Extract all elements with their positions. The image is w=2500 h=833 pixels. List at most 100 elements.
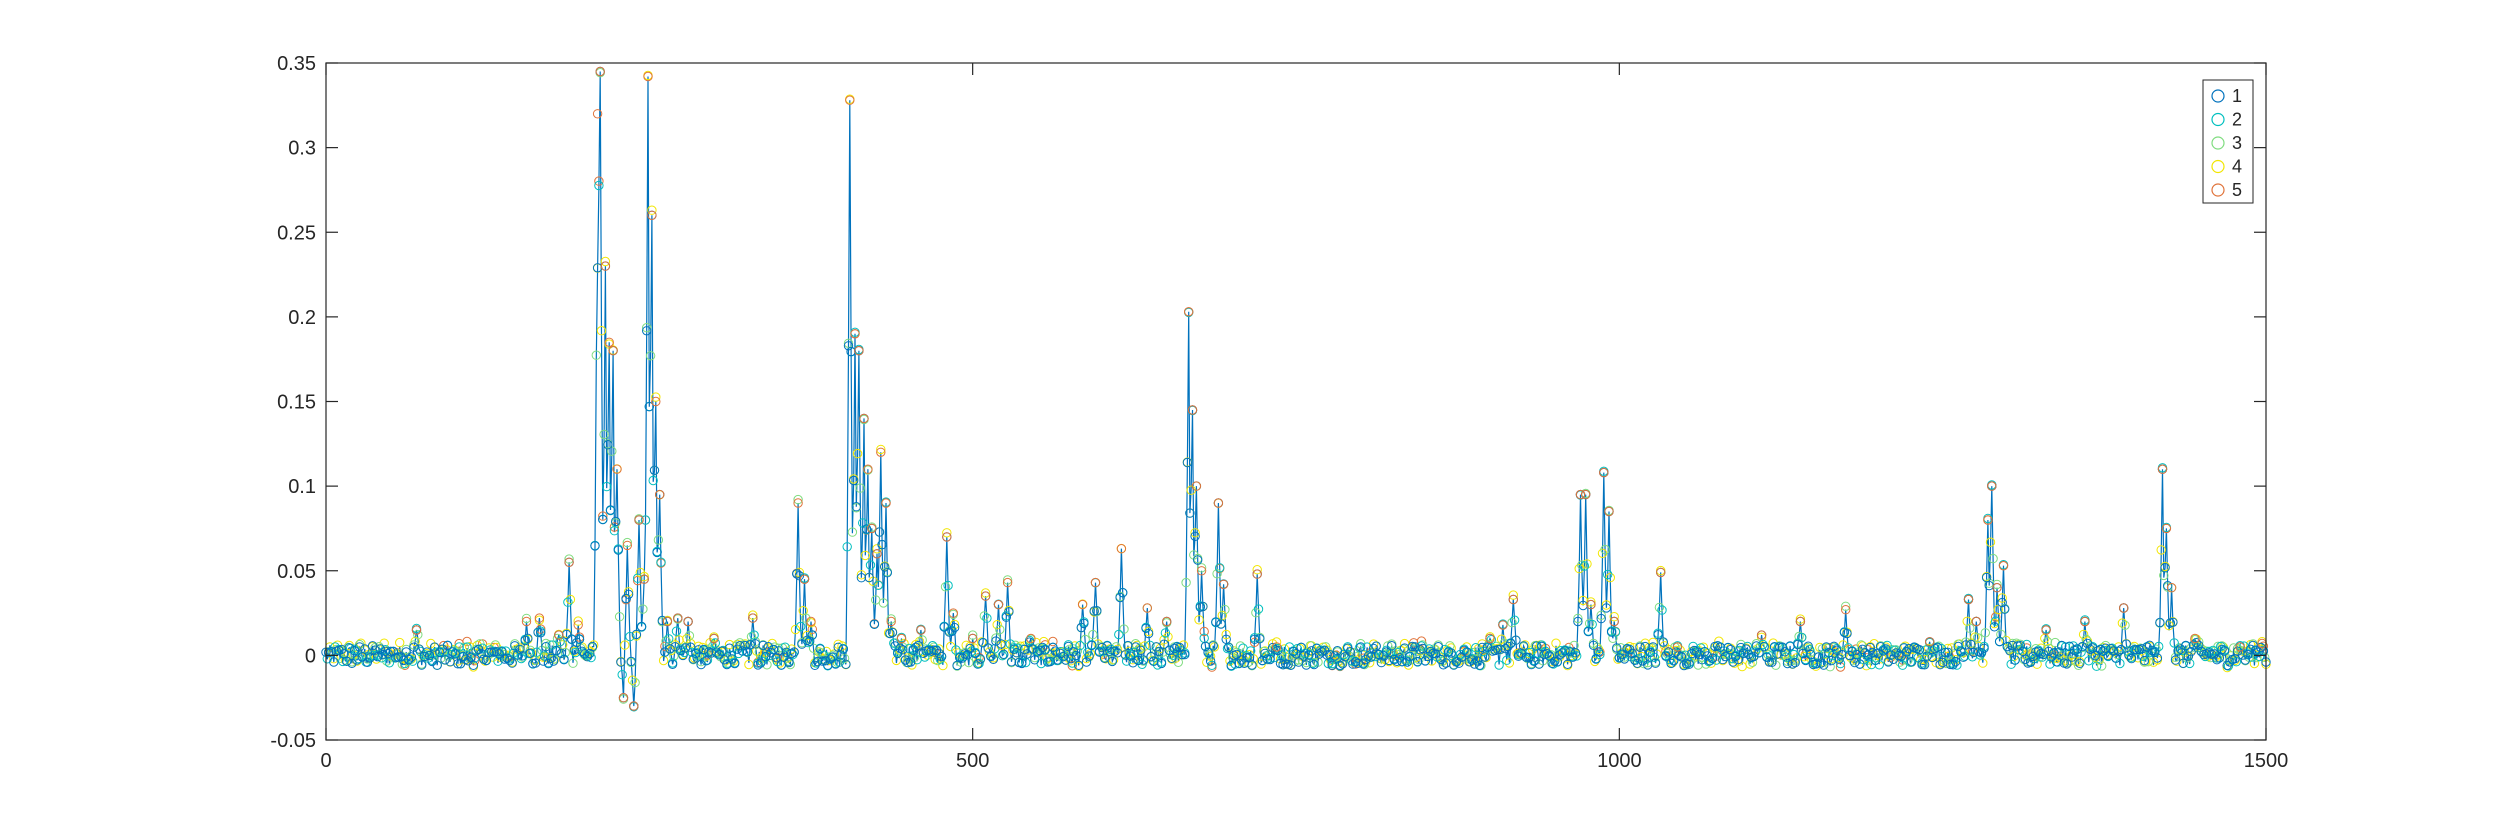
series-1-point bbox=[1097, 642, 1107, 653]
series-5-point bbox=[662, 616, 673, 627]
series-1-point bbox=[939, 622, 949, 632]
series-1-point bbox=[440, 655, 450, 665]
series-1-point bbox=[1741, 644, 1751, 654]
series-1-point bbox=[1943, 647, 1953, 657]
series-1-point bbox=[1731, 651, 1741, 662]
series-1-point bbox=[861, 524, 872, 534]
series-4-point bbox=[1993, 604, 2004, 615]
series-5-point bbox=[1249, 637, 1260, 647]
series-4-point bbox=[942, 528, 952, 538]
series-3-point bbox=[1002, 575, 1013, 585]
series-2-point bbox=[1308, 658, 1318, 669]
series-1-point bbox=[1640, 641, 1650, 652]
series-5-point bbox=[993, 599, 1004, 610]
series-1-point bbox=[1110, 646, 1120, 656]
series-3-point bbox=[1996, 629, 2006, 639]
series-1-point bbox=[406, 652, 417, 662]
series-1-point bbox=[605, 505, 616, 515]
series-1-point bbox=[755, 658, 766, 668]
series-1-point bbox=[559, 655, 569, 665]
series-5-point bbox=[521, 616, 532, 627]
series-1-point bbox=[1436, 654, 1446, 665]
legend-marker-5 bbox=[2211, 183, 2225, 197]
series-1-point bbox=[468, 660, 479, 670]
series-2-point bbox=[1603, 569, 1613, 580]
series-1-point bbox=[711, 647, 722, 657]
series-1-point bbox=[789, 647, 799, 657]
series-1-point bbox=[1120, 650, 1131, 660]
series-1-point bbox=[2188, 640, 2199, 650]
series-2-point bbox=[625, 631, 635, 642]
series-2-point bbox=[338, 656, 348, 667]
series-1-point bbox=[2147, 645, 2157, 656]
series-2-point bbox=[1362, 642, 1372, 652]
series-1-point bbox=[1123, 640, 1133, 651]
series-3-point bbox=[2097, 661, 2107, 671]
series-1-point bbox=[1932, 642, 1943, 652]
series-2-point bbox=[640, 515, 651, 525]
series-1-point bbox=[417, 660, 427, 670]
series-3-point bbox=[1736, 639, 1746, 650]
data-layer bbox=[321, 66, 2271, 712]
series-1-point bbox=[631, 629, 642, 640]
series-3-point bbox=[1825, 662, 1835, 672]
series-1-point bbox=[2142, 642, 2152, 652]
series-1-point bbox=[2069, 645, 2080, 656]
series-4-point bbox=[1520, 640, 1530, 650]
series-4-point bbox=[1962, 616, 1972, 626]
series-1-point bbox=[1725, 644, 1736, 655]
series-1-point bbox=[1560, 646, 1570, 656]
series-5-point bbox=[651, 396, 661, 407]
series-5-point bbox=[1498, 620, 1508, 630]
x-tick-label: 1000 bbox=[1597, 750, 1642, 772]
series-1-point bbox=[1645, 647, 1656, 658]
series-5-point bbox=[634, 515, 644, 525]
series-1-point bbox=[1063, 641, 1074, 652]
series-3-point bbox=[2143, 657, 2154, 667]
series-4-point bbox=[565, 594, 576, 605]
series-1-point bbox=[1922, 651, 1932, 661]
series-3-point bbox=[968, 630, 978, 640]
series-1-point bbox=[1617, 649, 1627, 659]
series-1-point bbox=[1650, 658, 1661, 668]
series-4-point bbox=[1000, 639, 1010, 650]
series-1-point bbox=[1314, 649, 1325, 659]
series-1-point bbox=[807, 630, 817, 640]
series-1-point bbox=[999, 649, 1009, 659]
legend-marker-4 bbox=[2211, 159, 2225, 174]
series-1-point bbox=[1022, 649, 1032, 659]
series-1-point bbox=[1431, 649, 1441, 659]
series-2-point bbox=[1758, 639, 1768, 650]
series-1-point bbox=[983, 643, 993, 653]
series-1-point bbox=[2175, 644, 2186, 654]
series-1-point bbox=[360, 644, 370, 654]
series-1-point bbox=[1037, 642, 1048, 653]
series-5-point bbox=[1992, 583, 2002, 593]
series-4-point bbox=[1609, 612, 1619, 622]
series-1-point bbox=[2090, 651, 2101, 661]
series-3-point bbox=[1096, 641, 1106, 651]
legend-label-2: 2 bbox=[2232, 110, 2242, 130]
series-1-point bbox=[1330, 651, 1340, 661]
series-2-point bbox=[1509, 615, 1520, 625]
series-1-point bbox=[1306, 646, 1317, 656]
series-1-point bbox=[1257, 655, 1268, 666]
series-1-point bbox=[936, 651, 947, 662]
series-1-point bbox=[2181, 640, 2191, 651]
series-1-point bbox=[1754, 647, 1764, 658]
series-5-point bbox=[2080, 616, 2090, 627]
series-1-point bbox=[1337, 659, 1348, 669]
series-1-point bbox=[2251, 645, 2261, 655]
series-1-point bbox=[2214, 653, 2225, 663]
series-1-point bbox=[1415, 645, 1425, 655]
series-2-point bbox=[1471, 643, 1481, 653]
series-3-point bbox=[1747, 657, 1758, 667]
series-1-point bbox=[1231, 649, 1242, 660]
series-5-point bbox=[1795, 616, 1806, 627]
series-2-point bbox=[384, 658, 395, 668]
series-1-point bbox=[742, 647, 753, 657]
series-3-point bbox=[568, 658, 578, 668]
series-2-point bbox=[664, 634, 674, 644]
series-1-point bbox=[1606, 627, 1617, 637]
series-1-point bbox=[2049, 648, 2059, 658]
